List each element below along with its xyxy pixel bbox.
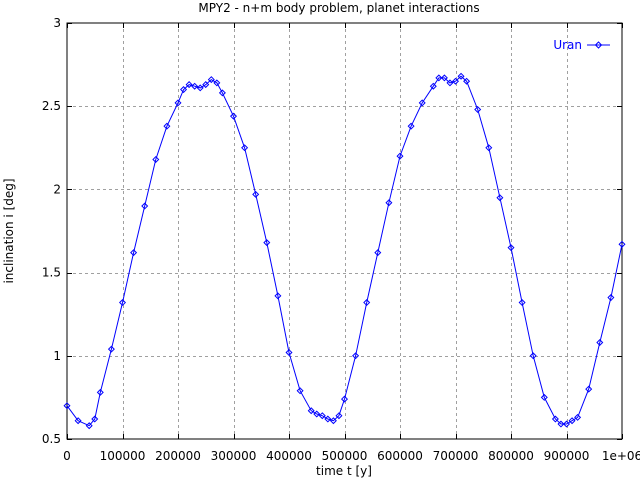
data-point	[340, 395, 349, 403]
y-tick-label: 3	[53, 16, 61, 30]
data-point	[163, 122, 171, 130]
data-point	[241, 144, 249, 152]
series-group	[63, 72, 626, 430]
data-point	[213, 79, 221, 87]
data-point	[130, 249, 138, 257]
data-point	[363, 299, 371, 307]
data-point	[141, 202, 149, 210]
x-tick-label: 300000	[211, 449, 257, 463]
plot-frame	[66, 22, 623, 440]
chart-title: MPY2 - n+m body problem, planet interact…	[198, 1, 479, 15]
data-point	[202, 81, 210, 89]
data-point	[96, 388, 104, 396]
data-point	[568, 417, 576, 425]
data-point	[562, 420, 571, 428]
data-point	[352, 352, 360, 360]
data-point	[374, 249, 382, 257]
y-tick-label: 2.5	[42, 99, 61, 113]
x-tick-label: 400000	[266, 449, 312, 463]
data-point	[274, 292, 282, 300]
x-tick-label: 700000	[433, 449, 479, 463]
data-point	[557, 420, 565, 428]
legend: Uran	[553, 38, 610, 52]
data-point	[318, 412, 326, 420]
x-tick-label: 0	[63, 449, 71, 463]
data-point	[396, 152, 404, 160]
data-point	[574, 413, 582, 421]
x-tick-label: 500000	[322, 449, 368, 463]
data-point	[118, 299, 127, 307]
data-point	[85, 422, 93, 430]
data-point	[507, 244, 515, 252]
data-point	[152, 155, 160, 163]
data-point	[185, 81, 193, 89]
data-point	[174, 99, 182, 107]
data-point	[529, 352, 537, 360]
data-point	[74, 417, 82, 425]
tick-labels: 0 100000 200000 300000 400000 500000 600000 700…	[42, 16, 640, 463]
data-point	[451, 77, 460, 85]
data-point	[229, 112, 238, 120]
data-point	[429, 82, 437, 90]
data-point	[91, 415, 99, 423]
data-point	[618, 240, 626, 248]
data-point	[446, 79, 454, 87]
data-point	[474, 106, 482, 114]
data-point	[551, 415, 559, 423]
x-tick-label: 1e+06	[602, 449, 640, 463]
x-tick-label: 100000	[100, 449, 146, 463]
data-point	[440, 74, 448, 82]
data-point	[252, 190, 260, 198]
y-axis-title: inclination i [deg]	[2, 178, 16, 283]
data-point	[585, 385, 593, 393]
data-point	[191, 82, 199, 90]
x-tick-label: 600000	[377, 449, 423, 463]
data-point	[607, 294, 615, 302]
series-line	[66, 75, 623, 427]
data-point	[313, 410, 321, 418]
data-point	[435, 74, 443, 82]
grid	[67, 23, 622, 439]
data-point	[296, 387, 304, 395]
data-point	[207, 76, 215, 84]
axis-ticks	[67, 23, 623, 440]
data-point	[385, 199, 393, 207]
y-tick-label: 0.5	[42, 432, 61, 446]
data-point	[196, 84, 204, 92]
data-point	[418, 99, 426, 107]
data-point	[324, 415, 332, 423]
data-point	[407, 122, 415, 130]
legend-label: Uran	[553, 38, 582, 52]
legend-marker	[594, 41, 603, 49]
y-tick-label: 1.5	[42, 266, 61, 280]
data-point	[518, 299, 526, 307]
data-point	[107, 345, 115, 353]
data-point	[463, 77, 471, 85]
x-tick-label: 200000	[155, 449, 201, 463]
data-point	[180, 86, 188, 94]
data-point	[457, 72, 465, 80]
data-point	[218, 89, 226, 97]
data-point	[540, 393, 548, 401]
data-point	[496, 194, 504, 202]
data-point	[329, 417, 337, 425]
x-axis-title: time t [y]	[316, 464, 372, 478]
data-point	[263, 239, 271, 247]
data-point	[63, 402, 71, 410]
y-tick-label: 1	[53, 349, 61, 363]
data-point	[285, 348, 293, 356]
data-point	[307, 407, 315, 415]
x-tick-label: 800000	[488, 449, 534, 463]
data-point	[485, 144, 493, 152]
data-point	[335, 412, 343, 420]
y-tick-label: 2	[53, 182, 61, 196]
x-tick-label: 900000	[544, 449, 590, 463]
data-point	[596, 338, 604, 346]
